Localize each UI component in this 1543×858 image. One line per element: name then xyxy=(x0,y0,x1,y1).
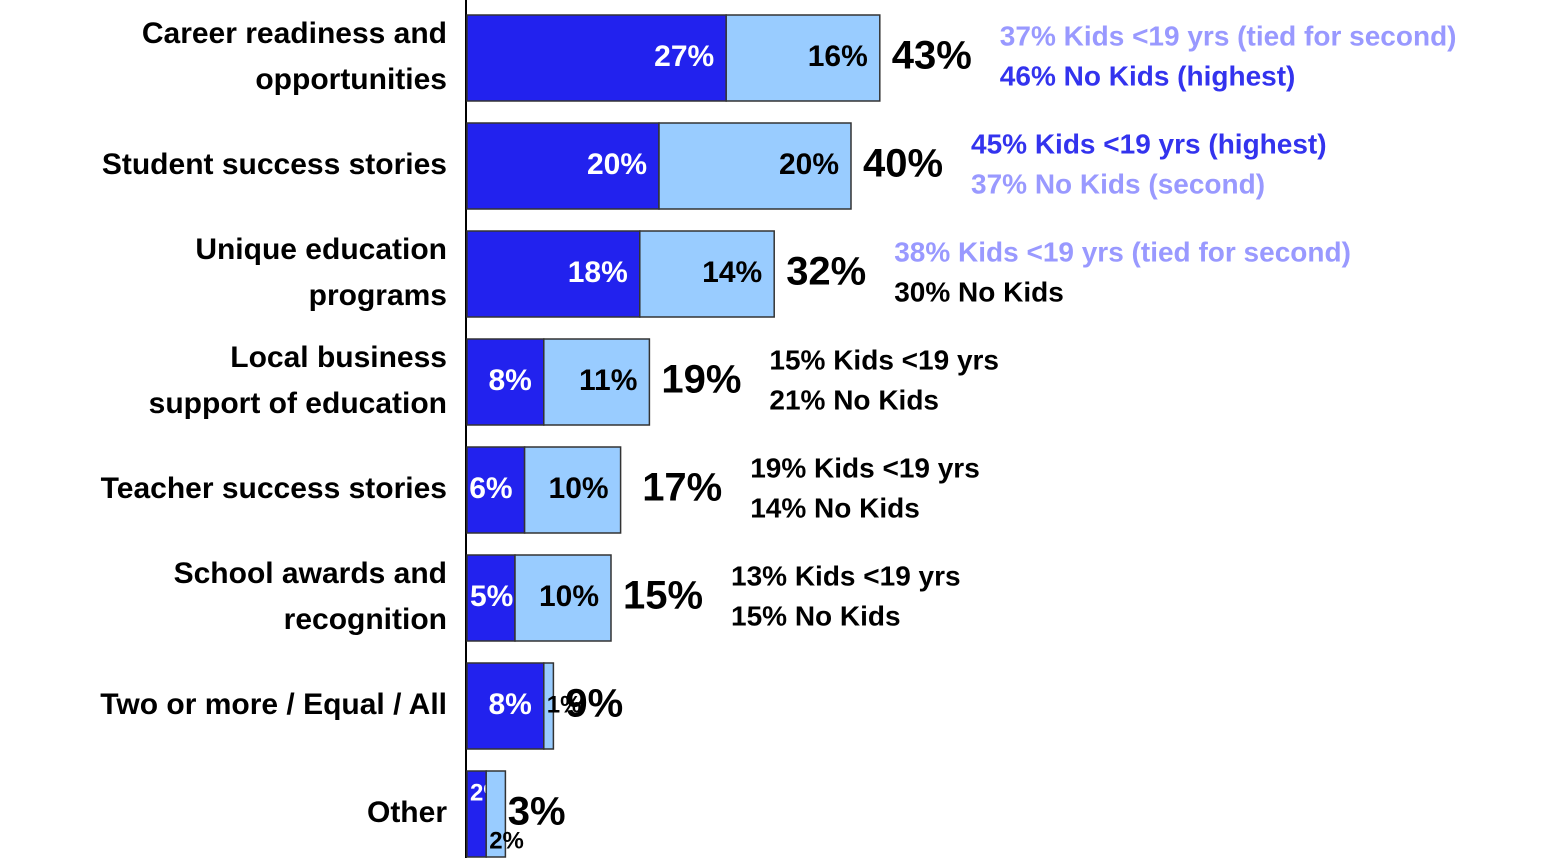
value-label: 2% xyxy=(489,827,524,854)
value-label: 27% xyxy=(654,40,714,73)
total-label: 17% xyxy=(642,466,722,510)
value-label: 20% xyxy=(779,148,839,181)
category-label: recognition xyxy=(284,603,447,636)
category-label: Local business xyxy=(230,341,447,374)
category-label: Student success stories xyxy=(102,148,447,181)
category-label: School awards and xyxy=(174,557,447,590)
annotation: 37% No Kids (second) xyxy=(971,168,1265,199)
value-label: 20% xyxy=(587,148,647,181)
value-label: 5% xyxy=(470,580,513,613)
bar-segment xyxy=(485,770,507,858)
total-label: 32% xyxy=(786,250,866,294)
value-label: 18% xyxy=(568,256,628,289)
bar-segment xyxy=(466,122,660,210)
annotation: 13% Kids <19 yrs xyxy=(731,560,961,591)
category-label: Other xyxy=(367,796,447,829)
bar-segment xyxy=(466,446,526,534)
annotation: 38% Kids <19 yrs (tied for second) xyxy=(894,236,1351,267)
total-label: 19% xyxy=(661,358,741,402)
category-label: support of education xyxy=(149,387,447,420)
total-label: 15% xyxy=(623,574,703,618)
category-label: opportunities xyxy=(255,63,447,96)
bar-segment xyxy=(658,122,852,210)
annotation: 45% Kids <19 yrs (highest) xyxy=(971,128,1327,159)
category-label: Two or more / Equal / All xyxy=(100,688,447,721)
total-label: 43% xyxy=(892,34,972,78)
bar-segment xyxy=(725,14,881,102)
annotation: 14% No Kids xyxy=(750,492,920,523)
bar-segment xyxy=(543,662,555,750)
value-label: 10% xyxy=(539,580,599,613)
value-label: 1% xyxy=(547,691,582,718)
annotation: 37% Kids <19 yrs (tied for second) xyxy=(1000,20,1457,51)
bar-segment xyxy=(466,554,516,642)
annotation: 21% No Kids xyxy=(769,384,939,415)
total-label: 40% xyxy=(863,142,943,186)
value-label: 16% xyxy=(808,40,868,73)
value-label: 8% xyxy=(488,364,531,397)
category-label: Career readiness and xyxy=(142,17,447,50)
bar-segment xyxy=(466,14,727,102)
value-label: 6% xyxy=(469,472,512,505)
annotation: 15% No Kids xyxy=(731,600,901,631)
annotation: 19% Kids <19 yrs xyxy=(750,452,980,483)
bar-segment xyxy=(639,230,775,318)
bar-segment xyxy=(466,662,545,750)
annotation: 30% No Kids xyxy=(894,276,1064,307)
bar-segment xyxy=(523,446,622,534)
value-label: 14% xyxy=(702,256,762,289)
annotation: 46% No Kids (highest) xyxy=(1000,60,1296,91)
total-label: 3% xyxy=(508,790,566,834)
category-label: Teacher success stories xyxy=(101,472,447,505)
bar-segment xyxy=(543,338,651,426)
total-label: 9% xyxy=(565,682,623,726)
value-label: 10% xyxy=(549,472,609,505)
bar-segment xyxy=(514,554,612,642)
value-label: 11% xyxy=(579,364,637,397)
category-label: Unique education xyxy=(195,233,447,266)
annotation: 15% Kids <19 yrs xyxy=(769,344,999,375)
category-label: programs xyxy=(309,279,447,312)
value-label: 8% xyxy=(488,688,531,721)
